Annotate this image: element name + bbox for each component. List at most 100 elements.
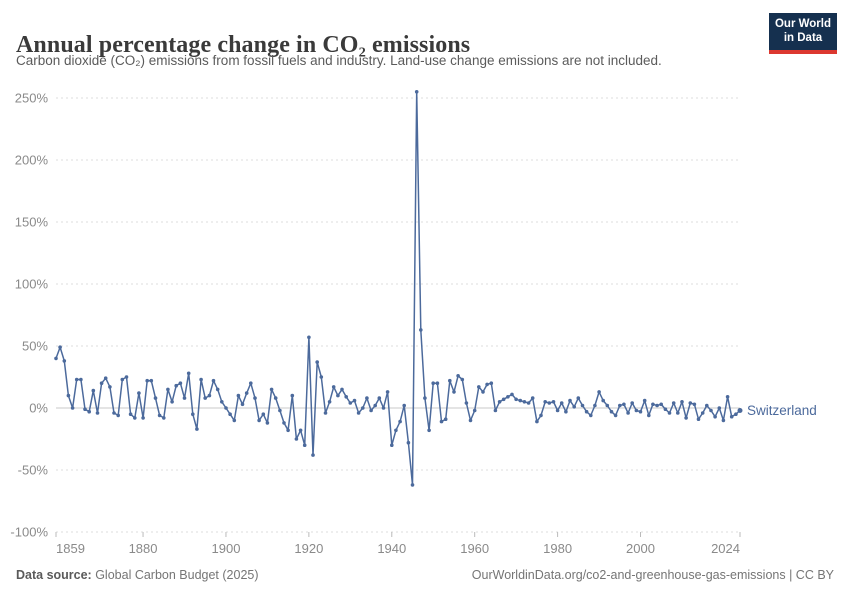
data-point[interactable] bbox=[240, 402, 245, 407]
data-point[interactable] bbox=[331, 385, 336, 389]
data-point[interactable] bbox=[327, 400, 332, 404]
data-point[interactable] bbox=[307, 335, 311, 340]
data-point[interactable] bbox=[481, 390, 485, 394]
data-point[interactable] bbox=[721, 418, 726, 423]
canonical-url-link[interactable]: OurWorldinData.org/co2-and-greenhouse-ga… bbox=[471, 568, 834, 582]
data-point[interactable] bbox=[128, 412, 133, 417]
data-point[interactable] bbox=[145, 378, 149, 383]
data-point[interactable] bbox=[253, 396, 257, 400]
data-point[interactable] bbox=[191, 412, 195, 417]
data-point[interactable] bbox=[58, 345, 62, 350]
data-point[interactable] bbox=[352, 398, 357, 403]
data-point[interactable] bbox=[667, 411, 672, 415]
data-point[interactable] bbox=[99, 381, 104, 386]
data-point[interactable] bbox=[174, 383, 178, 388]
data-point[interactable] bbox=[365, 396, 369, 400]
data-point[interactable] bbox=[443, 417, 448, 422]
data-point[interactable] bbox=[112, 411, 116, 415]
data-point[interactable] bbox=[568, 398, 572, 403]
data-point[interactable] bbox=[298, 428, 303, 433]
data-point[interactable] bbox=[626, 411, 630, 415]
data-point[interactable] bbox=[162, 416, 166, 420]
data-point[interactable] bbox=[79, 377, 83, 382]
data-point[interactable] bbox=[634, 408, 639, 413]
data-point[interactable] bbox=[369, 408, 373, 413]
data-point[interactable] bbox=[696, 417, 701, 422]
data-point[interactable] bbox=[153, 396, 158, 400]
data-point[interactable] bbox=[236, 393, 241, 398]
data-point[interactable] bbox=[385, 390, 390, 394]
data-point[interactable] bbox=[605, 403, 610, 408]
data-point[interactable] bbox=[199, 377, 203, 382]
data-point[interactable] bbox=[149, 378, 154, 383]
data-point[interactable] bbox=[725, 395, 730, 399]
data-point[interactable] bbox=[348, 401, 353, 405]
data-point[interactable] bbox=[203, 396, 207, 400]
data-point[interactable] bbox=[361, 406, 365, 410]
data-point[interactable] bbox=[530, 396, 535, 400]
data-point[interactable] bbox=[182, 396, 187, 400]
data-point[interactable] bbox=[729, 414, 734, 419]
data-point[interactable] bbox=[74, 377, 79, 382]
data-point[interactable] bbox=[398, 419, 402, 424]
data-point[interactable] bbox=[232, 418, 237, 423]
data-point[interactable] bbox=[609, 409, 614, 414]
data-point[interactable] bbox=[593, 403, 597, 408]
data-point[interactable] bbox=[734, 412, 738, 417]
data-point[interactable] bbox=[655, 403, 659, 408]
data-point[interactable] bbox=[559, 401, 564, 405]
data-point[interactable] bbox=[195, 427, 199, 431]
data-point[interactable] bbox=[638, 409, 643, 414]
data-point[interactable] bbox=[448, 378, 452, 383]
data-point[interactable] bbox=[286, 428, 290, 433]
data-point[interactable] bbox=[464, 401, 469, 405]
data-point[interactable] bbox=[54, 356, 58, 361]
data-point[interactable] bbox=[406, 440, 411, 445]
data-point[interactable] bbox=[506, 395, 510, 399]
data-point[interactable] bbox=[323, 411, 328, 415]
data-point[interactable] bbox=[676, 411, 680, 415]
data-point[interactable] bbox=[390, 443, 394, 448]
data-point[interactable] bbox=[597, 390, 601, 394]
data-point[interactable] bbox=[116, 413, 120, 418]
data-point[interactable] bbox=[228, 412, 232, 417]
data-point[interactable] bbox=[414, 90, 419, 94]
data-point[interactable] bbox=[737, 408, 743, 413]
data-point[interactable] bbox=[642, 398, 647, 403]
data-point[interactable] bbox=[261, 412, 266, 417]
data-point[interactable] bbox=[584, 409, 589, 414]
data-point[interactable] bbox=[423, 396, 427, 400]
data-point[interactable] bbox=[555, 408, 560, 413]
data-point[interactable] bbox=[717, 406, 722, 410]
data-point[interactable] bbox=[580, 403, 585, 408]
data-point[interactable] bbox=[522, 400, 527, 404]
data-point[interactable] bbox=[108, 385, 112, 389]
data-point[interactable] bbox=[601, 398, 605, 403]
data-point[interactable] bbox=[394, 428, 398, 433]
data-point[interactable] bbox=[613, 413, 618, 418]
data-point[interactable] bbox=[576, 396, 581, 400]
data-point[interactable] bbox=[564, 409, 568, 414]
data-point[interactable] bbox=[460, 377, 465, 382]
data-point[interactable] bbox=[220, 400, 224, 404]
data-point[interactable] bbox=[166, 387, 170, 392]
data-point[interactable] bbox=[70, 406, 75, 410]
data-point[interactable] bbox=[692, 402, 697, 407]
data-point[interactable] bbox=[456, 374, 460, 378]
data-point[interactable] bbox=[477, 385, 481, 389]
data-point[interactable] bbox=[91, 388, 96, 393]
data-point[interactable] bbox=[630, 401, 634, 405]
data-point[interactable] bbox=[273, 396, 278, 400]
data-point[interactable] bbox=[489, 381, 494, 386]
data-point[interactable] bbox=[705, 403, 709, 408]
data-point[interactable] bbox=[133, 416, 137, 420]
data-point[interactable] bbox=[87, 409, 91, 414]
data-point[interactable] bbox=[651, 402, 655, 407]
data-point[interactable] bbox=[257, 418, 261, 423]
data-point[interactable] bbox=[215, 387, 220, 392]
data-point[interactable] bbox=[124, 375, 129, 379]
data-point[interactable] bbox=[427, 428, 431, 433]
data-point[interactable] bbox=[543, 400, 547, 404]
data-point[interactable] bbox=[518, 398, 523, 403]
data-point[interactable] bbox=[211, 378, 216, 383]
